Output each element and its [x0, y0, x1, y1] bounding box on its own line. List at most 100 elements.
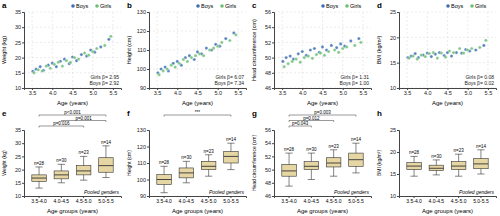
- box: [282, 164, 296, 176]
- legend-label: Boys: [76, 3, 88, 9]
- x-tick: 5.0-5.5: [223, 196, 239, 204]
- x-tick-label: 4.0: [424, 90, 432, 96]
- y-tick: 25: [390, 127, 399, 133]
- point: [208, 48, 211, 51]
- x-tick: 3.5: [279, 88, 287, 96]
- y-tick-mark: [22, 58, 24, 59]
- point: [287, 62, 290, 65]
- y-tick-mark: [397, 88, 399, 89]
- point: [45, 65, 48, 68]
- point: [170, 64, 173, 67]
- median: [76, 170, 90, 171]
- whisker-cap: [477, 174, 484, 175]
- box: [32, 175, 46, 182]
- x-tick-label: 5.0-5.5: [348, 198, 364, 204]
- grid: [399, 12, 496, 88]
- point: [452, 51, 455, 54]
- whisker-cap: [410, 176, 417, 177]
- point: [321, 45, 324, 48]
- grid-line: [149, 31, 246, 32]
- point: [330, 44, 333, 47]
- x-tick: 4.5-5.0: [201, 196, 217, 204]
- whisker-cap: [285, 186, 292, 187]
- y-tick-label: 100: [137, 66, 146, 72]
- y-tick-mark: [22, 73, 24, 74]
- x-tick: 4.5: [194, 88, 202, 96]
- point: [193, 58, 196, 61]
- y-tick-mark: [147, 12, 149, 13]
- legend: BoysGirls: [196, 3, 236, 9]
- y-tick: 20: [390, 35, 399, 41]
- x-tick: 3.5-4.0: [406, 196, 422, 204]
- panel-title: c: [252, 1, 257, 10]
- n-label: n=14: [226, 137, 237, 142]
- y-tick-mark: [22, 27, 24, 28]
- y-tick-mark: [272, 183, 274, 184]
- point: [408, 57, 411, 60]
- y-tick: 120: [137, 144, 149, 150]
- median: [32, 178, 46, 179]
- y-axis-title: Head circumference (cm): [251, 135, 257, 191]
- x-axis: 3.5-4.04.0-4.54.5-5.05.0-5.5: [150, 196, 247, 204]
- x-tick-label: 4.0-4.5: [429, 198, 445, 204]
- y-tick: 10: [15, 85, 24, 91]
- y-tick-label: 25: [390, 127, 396, 133]
- comparison-label: p=0.003: [314, 110, 331, 115]
- y-tick-mark: [22, 42, 24, 43]
- y-tick-label: 15: [390, 60, 396, 66]
- y-tick-mark: [272, 12, 274, 13]
- y-axis-title: BMI (kg/m²): [376, 35, 382, 64]
- x-tick: 5.0: [339, 88, 347, 96]
- y-tick-mark: [272, 27, 274, 28]
- y-axis-title: Head circumference (cm): [251, 19, 257, 81]
- y-tick-label: 10: [390, 193, 396, 199]
- point: [297, 52, 300, 55]
- whisker-cap: [352, 143, 359, 144]
- point: [319, 51, 322, 54]
- annotation: Pooled genders: [84, 189, 120, 195]
- point: [430, 55, 433, 58]
- x-tick: 4.0: [49, 88, 57, 96]
- y-tick-label: 52: [265, 154, 271, 160]
- x-tick-label: 4.0: [49, 90, 57, 96]
- x-tick-label: 3.5-4.0: [156, 198, 172, 204]
- point: [95, 47, 98, 50]
- y-tick-mark: [272, 58, 274, 59]
- x-axis-title: Age (years): [307, 100, 338, 106]
- panel-title: g: [252, 109, 257, 118]
- comparison-label: p<0.001: [64, 110, 81, 115]
- grid-line: [72, 12, 73, 88]
- annotation: Boys β= 0.02: [465, 80, 495, 86]
- x-tick-label: 5.0-5.5: [98, 198, 114, 204]
- point: [285, 56, 288, 59]
- n-label: n=23: [204, 149, 215, 154]
- whisker-cap: [160, 166, 167, 167]
- point: [73, 56, 76, 59]
- point: [158, 73, 161, 76]
- y-axis-line: [397, 131, 400, 197]
- x-tick: 5.0: [89, 88, 97, 96]
- y-axis: 464850525456: [265, 9, 275, 91]
- whisker-cap: [477, 149, 484, 150]
- point: [182, 58, 185, 61]
- y-axis: 464850525456: [265, 127, 275, 199]
- n-label: n=28: [284, 147, 295, 152]
- y-tick-label: 90: [140, 85, 146, 91]
- point: [345, 45, 348, 48]
- y-tick: 110: [137, 47, 149, 53]
- whisker-cap: [102, 177, 109, 178]
- x-tick: 4.5-5.0: [451, 196, 467, 204]
- point: [458, 47, 461, 50]
- point: [412, 54, 415, 57]
- x-tick: 3.5: [154, 88, 162, 96]
- point: [87, 54, 90, 57]
- x-axis-title: Age (years): [182, 100, 213, 106]
- grid-line: [322, 12, 323, 88]
- y-axis-line: [22, 13, 25, 89]
- grid-line: [157, 12, 158, 88]
- whisker-cap: [308, 179, 315, 180]
- y-axis-title: Weight (kg): [1, 150, 7, 176]
- point: [283, 65, 286, 68]
- x-tick-label: 3.5-4.0: [31, 198, 47, 204]
- box: [304, 162, 318, 170]
